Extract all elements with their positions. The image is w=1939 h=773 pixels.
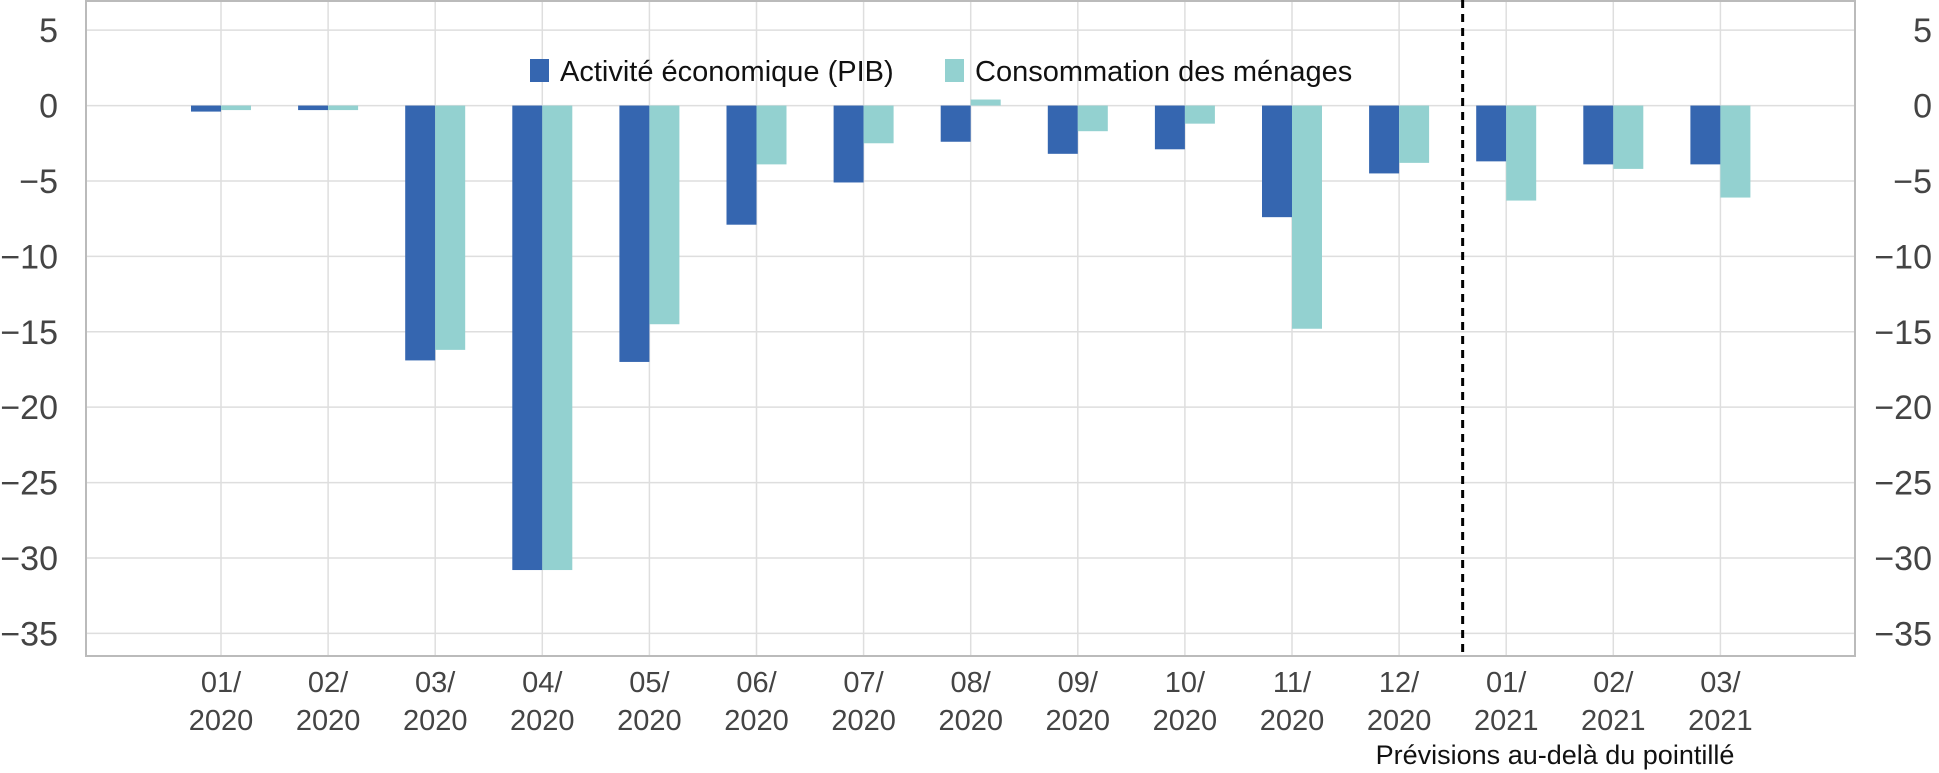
legend-swatch-pib <box>530 59 549 82</box>
legend-swatch-consommation <box>945 59 964 82</box>
bar-pib <box>512 105 543 571</box>
x-tick-label-month: 11/ <box>1273 667 1312 699</box>
bar-pib <box>940 105 971 142</box>
y-tick-label-right: −30 <box>1874 540 1932 578</box>
plot-frame <box>85 0 1856 657</box>
y-tick-label-left: 5 <box>39 12 58 50</box>
x-tick-label-year: 2020 <box>1046 705 1111 737</box>
bar-pib <box>1690 105 1721 165</box>
bar-consommation <box>756 105 787 165</box>
forecast-note: Prévisions au-delà du pointillé <box>1376 740 1735 770</box>
bar-consommation <box>1292 105 1322 329</box>
legend-label-consommation: Consommation des ménages <box>975 56 1352 88</box>
bar-consommation <box>1720 105 1751 198</box>
bar-consommation <box>542 105 573 571</box>
bars <box>191 99 1751 571</box>
legend-label-pib: Activité économique (PIB) <box>560 56 894 88</box>
bar-consommation <box>863 105 894 144</box>
x-tick-label-year: 2020 <box>831 705 896 737</box>
legend: Activité économique (PIB) Consommation de… <box>530 56 1352 88</box>
y-axis-left: 5 0 −5 −10 −15 −20 −25 −30 −35 <box>0 12 58 653</box>
bar-pib <box>726 105 757 225</box>
bar-consommation <box>970 99 1001 106</box>
bar-pib <box>1476 105 1507 162</box>
x-tick-label-year: 2020 <box>1260 705 1325 737</box>
y-tick-label-right: −5 <box>1893 163 1932 201</box>
x-tick-label-month: 07/ <box>843 667 884 699</box>
x-tick-label-year: 2021 <box>1688 705 1753 737</box>
y-axis-right: 5 0 −5 −10 −15 −20 −25 −30 −35 <box>1874 12 1932 653</box>
y-tick-label-left: −20 <box>0 389 58 427</box>
bar-pib <box>405 105 436 361</box>
y-tick-label-right: −20 <box>1874 389 1932 427</box>
bar-pib <box>833 105 864 183</box>
bar-pib <box>619 105 650 362</box>
bar-pib <box>191 105 221 112</box>
y-tick-label-right: 5 <box>1913 12 1932 50</box>
y-tick-label-left: 0 <box>39 88 58 126</box>
gridlines <box>86 0 1855 656</box>
y-tick-label-right: −35 <box>1874 615 1932 653</box>
x-tick-label-month: 04/ <box>522 667 563 699</box>
x-tick-label-year: 2020 <box>189 705 254 737</box>
x-tick-label-month: 12/ <box>1379 667 1420 699</box>
y-tick-label-left: −25 <box>0 465 58 503</box>
x-tick-label-year: 2020 <box>617 705 682 737</box>
x-axis: 01/2020 02/2020 03/2020 04/2020 05/2020 06/20… <box>189 667 1753 737</box>
y-tick-label-left: −35 <box>0 615 58 653</box>
x-tick-label-month: 06/ <box>736 667 777 699</box>
bar-consommation <box>435 105 466 350</box>
x-tick-label-year: 2020 <box>1367 705 1432 737</box>
y-tick-label-right: −10 <box>1874 238 1932 276</box>
x-tick-label-month: 03/ <box>1700 667 1741 699</box>
y-tick-label-right: 0 <box>1913 88 1932 126</box>
x-tick-label-year: 2020 <box>724 705 789 737</box>
x-tick-label-year: 2020 <box>296 705 361 737</box>
y-tick-label-left: −15 <box>0 314 58 352</box>
x-tick-label-month: 01/ <box>1486 667 1527 699</box>
y-tick-label-left: −10 <box>0 238 58 276</box>
x-tick-label-month: 09/ <box>1058 667 1099 699</box>
bar-pib <box>1583 105 1614 165</box>
x-tick-label-month: 03/ <box>415 667 456 699</box>
x-tick-label-month: 08/ <box>951 667 992 699</box>
x-tick-label-year: 2021 <box>1474 705 1539 737</box>
x-tick-label-year: 2021 <box>1581 705 1646 737</box>
bar-pib <box>1047 105 1078 154</box>
x-tick-label-year: 2020 <box>510 705 575 737</box>
bar-consommation <box>1184 105 1215 124</box>
bar-pib <box>1369 105 1400 174</box>
bar-consommation <box>221 105 251 111</box>
bar-consommation <box>1613 105 1644 169</box>
bar-pib <box>298 105 329 111</box>
x-tick-label-month: 02/ <box>1593 667 1634 699</box>
y-tick-label-right: −25 <box>1874 465 1932 503</box>
x-tick-label-year: 2020 <box>1153 705 1218 737</box>
bar-consommation <box>328 105 359 111</box>
x-tick-label-year: 2020 <box>938 705 1003 737</box>
y-tick-label-right: −15 <box>1874 314 1932 352</box>
bar-consommation <box>649 105 680 325</box>
bar-consommation <box>1077 105 1108 132</box>
bar-pib <box>1154 105 1185 150</box>
x-tick-label-month: 01/ <box>201 667 242 699</box>
bar-pib <box>1262 105 1292 218</box>
x-tick-label-month: 05/ <box>629 667 670 699</box>
x-tick-label-month: 02/ <box>308 667 349 699</box>
y-tick-label-left: −5 <box>19 163 58 201</box>
x-tick-label-year: 2020 <box>403 705 468 737</box>
bar-consommation <box>1506 105 1537 201</box>
bar-consommation <box>1399 105 1430 163</box>
x-tick-label-month: 10/ <box>1165 667 1206 699</box>
y-tick-label-left: −30 <box>0 540 58 578</box>
